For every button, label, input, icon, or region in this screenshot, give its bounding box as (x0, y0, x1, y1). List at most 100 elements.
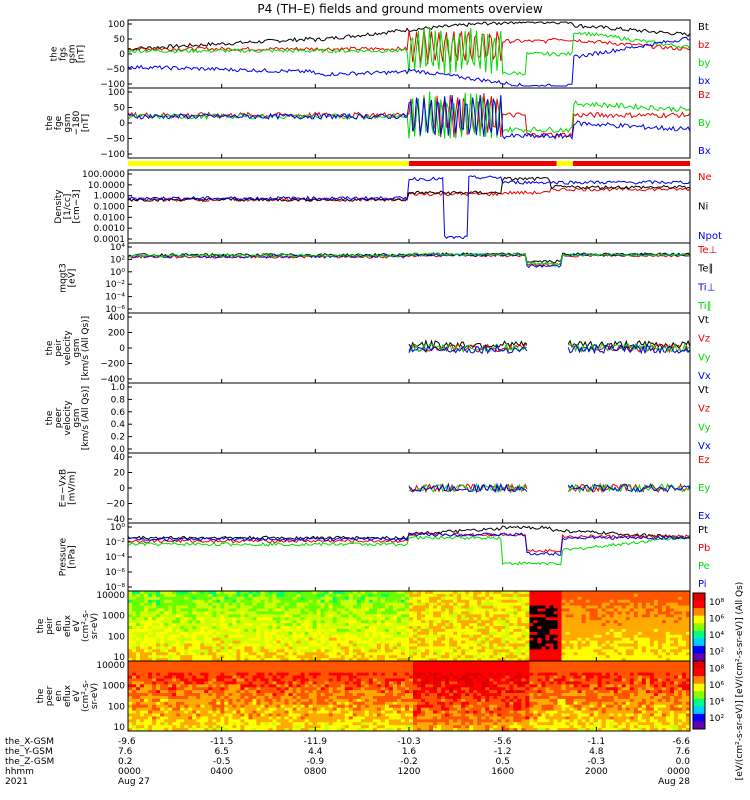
heatmap-cell (368, 591, 374, 595)
heatmap-cell (453, 655, 458, 659)
heatmap-cell (497, 649, 502, 653)
heatmap-cell (140, 666, 145, 671)
heatmap-cell (256, 713, 261, 717)
heatmap-cell (268, 684, 274, 688)
heatmap-cell (465, 646, 470, 650)
heatmap-cell (593, 593, 599, 598)
heatmap-cell (300, 623, 306, 627)
heatmap-cell (332, 631, 338, 636)
heatmap-cell (172, 716, 177, 720)
heatmap-cell (465, 608, 470, 612)
heatmap-cell (356, 596, 362, 601)
heatmap-cell (521, 593, 526, 598)
heatmap-cell (276, 634, 282, 639)
heatmap-cell (248, 725, 253, 729)
heatmap-cell (220, 652, 225, 656)
heatmap-cell (236, 634, 241, 639)
heatmap-cell (413, 599, 418, 604)
heatmap-cell (184, 599, 189, 604)
heatmap-cell (517, 617, 522, 621)
heatmap-cell (665, 602, 671, 607)
heatmap-cell (292, 693, 298, 697)
heatmap-cell (280, 614, 286, 618)
heatmap-cell (136, 614, 141, 618)
heatmap-cell (609, 652, 615, 656)
heatmap-cell (549, 614, 555, 618)
heatmap-cell (657, 646, 663, 650)
heatmap-cell (561, 631, 567, 636)
heatmap-cell (625, 640, 631, 644)
heatmap-cell (613, 652, 619, 656)
heatmap-cell (493, 637, 498, 642)
heatmap-cell (296, 649, 302, 653)
heatmap-cell (429, 602, 434, 607)
heatmap-cell (481, 658, 486, 662)
heatmap-cell (597, 643, 603, 647)
heatmap-cell (256, 637, 261, 642)
heatmap-cell (292, 605, 298, 609)
heatmap-cell (296, 693, 302, 697)
heatmap-cell (609, 623, 615, 627)
panel-ylabel: gsm (72, 338, 82, 357)
heatmap-cell (240, 722, 245, 726)
heatmap-cell (268, 698, 274, 703)
heatmap-cell (316, 707, 322, 712)
heatmap-cell (360, 611, 366, 615)
heatmap-cell (268, 719, 274, 723)
heatmap-cell (152, 655, 157, 659)
heatmap-cell (609, 655, 615, 659)
heatmap-cell (284, 719, 290, 723)
heatmap-cell (577, 614, 583, 618)
heatmap-cell (204, 725, 209, 729)
heatmap-cell (336, 698, 342, 703)
heatmap-cell (256, 710, 261, 714)
heatmap-cell (585, 608, 591, 612)
heatmap-cell (384, 652, 390, 656)
heatmap-cell (140, 675, 145, 679)
heatmap-cell (569, 637, 575, 642)
heatmap-cell (681, 605, 687, 609)
heatmap-cell (421, 617, 426, 621)
heatmap-cell (625, 643, 631, 647)
heatmap-cell (240, 626, 245, 630)
heatmap-cell (669, 623, 675, 627)
heatmap-cell (184, 666, 189, 671)
heatmap-cell (685, 591, 691, 595)
heatmap-cell (388, 617, 394, 621)
heatmap-cell (533, 591, 538, 595)
heatmap-cell (220, 614, 225, 618)
heatmap-cell (312, 672, 318, 677)
heatmap-cell (497, 640, 502, 644)
heatmap-cell (665, 599, 671, 604)
heatmap-cell (304, 637, 310, 642)
heatmap-cell (268, 710, 274, 714)
heatmap-cell (521, 614, 526, 618)
heatmap-cell (132, 646, 137, 650)
heatmap-cell (665, 637, 671, 642)
heatmap-cell (296, 687, 302, 691)
heatmap-cell (204, 719, 209, 723)
heatmap-cell (489, 637, 494, 642)
heatmap-cell (272, 593, 278, 598)
heatmap-cell (284, 690, 290, 694)
heatmap-cell (276, 725, 282, 729)
heatmap-cell (605, 614, 611, 618)
heatmap-cell (573, 634, 579, 639)
heatmap-cell (300, 649, 306, 653)
heatmap-cell (429, 605, 434, 609)
heatmap-cell (168, 626, 173, 630)
heatmap-cell (240, 690, 245, 694)
heatmap-cell (204, 628, 209, 633)
heatmap-cell (308, 684, 314, 688)
heatmap-cell (533, 623, 538, 627)
heatmap-cell (477, 631, 482, 636)
heatmap-cell (292, 661, 298, 665)
heatmap-cell (284, 696, 290, 700)
heatmap-cell (565, 637, 571, 642)
heatmap-cell (360, 646, 366, 650)
heatmap-cell (324, 634, 330, 639)
heatmap-cell (192, 623, 197, 627)
heatmap-cell (449, 596, 454, 601)
heatmap-cell (132, 602, 137, 607)
heatmap-cell (344, 672, 350, 677)
